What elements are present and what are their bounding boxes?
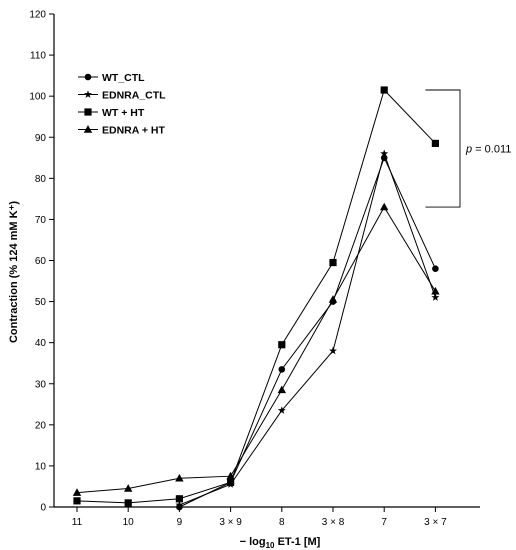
legend-label: EDNRA + HT <box>102 124 165 136</box>
data-point <box>72 488 82 496</box>
x-tick-label: 10 <box>123 517 135 528</box>
data-point <box>431 286 440 295</box>
y-tick-label: 80 <box>35 174 47 185</box>
y-tick-label: 50 <box>35 297 47 308</box>
y-tick-label: 110 <box>30 51 46 62</box>
data-point <box>227 478 235 486</box>
y-tick-label: 100 <box>29 92 46 103</box>
data-point <box>73 497 81 505</box>
axes: 0 10 20 30 40 50 60 70 80 90 100 110 120 11 10 9 3 × 9 8 3… <box>29 10 480 528</box>
p-value-annotation: p = 0.011 <box>465 144 511 156</box>
y-axis-title: Contraction (% 124 mM K⁺) <box>8 201 20 343</box>
data-point <box>278 341 286 349</box>
legend-label: EDNRA_CTL <box>102 89 166 101</box>
y-tick-label: 120 <box>29 10 46 21</box>
legend-label: WT_CTL <box>102 72 145 84</box>
data-point <box>175 495 183 503</box>
x-tick-label: 3 × 8 <box>322 517 345 528</box>
data-point <box>431 139 439 148</box>
x-tick-label: 11 <box>72 517 83 528</box>
y-tick-label: 10 <box>35 461 47 472</box>
data-point <box>124 484 133 492</box>
data-point <box>175 500 184 509</box>
data-point <box>175 473 184 482</box>
data-point <box>432 265 439 273</box>
data-point <box>277 406 286 414</box>
y-tick-label: 70 <box>35 215 47 226</box>
data-point <box>329 346 337 355</box>
y-tick-label: 30 <box>35 379 47 390</box>
data-point <box>380 149 389 158</box>
y-tick-label: 60 <box>35 256 47 267</box>
series-line-3 <box>76 206 436 494</box>
series-markers <box>72 86 440 511</box>
legend-marker <box>84 90 92 98</box>
y-tick-label: 40 <box>35 338 47 349</box>
legend-marker <box>84 73 92 81</box>
legend: WT_CTL EDNRA_CTL WT + HT EDNRA + HT <box>78 72 166 136</box>
series-line-0 <box>179 156 436 508</box>
legend-marker <box>83 125 93 133</box>
x-axis-title: − log10 ET-1 [M] <box>240 536 321 550</box>
series-line-2 <box>76 89 436 504</box>
x-tick-label: 3 × 7 <box>424 517 447 528</box>
data-point <box>380 202 389 211</box>
series-line-1 <box>179 151 436 506</box>
legend-label: WT + HT <box>102 107 145 119</box>
series-lines <box>76 89 436 508</box>
data-point <box>124 499 132 507</box>
legend-marker <box>84 108 92 116</box>
data-point <box>380 86 388 94</box>
data-point <box>277 385 286 394</box>
data-point <box>328 295 338 303</box>
data-point <box>278 366 286 373</box>
y-tick-label: 0 <box>40 503 46 514</box>
significance-bracket: p = 0.011 <box>425 89 511 208</box>
data-point <box>226 471 235 480</box>
data-point <box>380 154 388 162</box>
x-tick-label: 3 × 9 <box>219 517 242 528</box>
bracket-line <box>425 89 461 208</box>
x-tick-label: 7 <box>381 517 387 528</box>
y-tick-label: 90 <box>35 133 47 144</box>
x-tick-label: 8 <box>279 517 285 528</box>
data-point <box>329 258 337 267</box>
y-tick-label: 20 <box>35 420 47 431</box>
data-point <box>431 293 440 301</box>
x-tick-label: 9 <box>177 517 183 528</box>
